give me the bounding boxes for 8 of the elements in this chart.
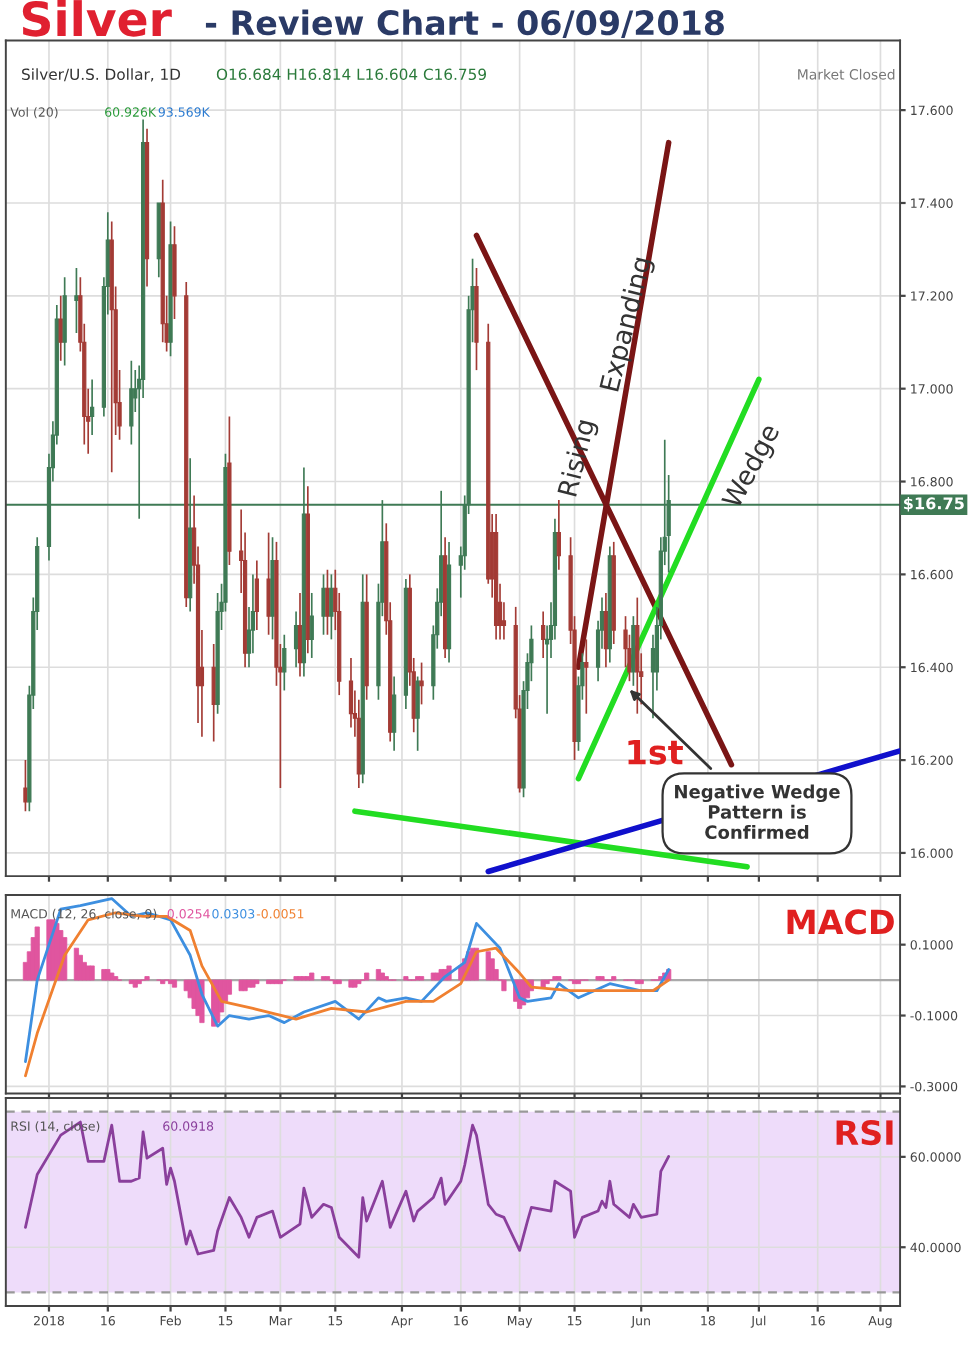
ref-line-label: $16.75 xyxy=(904,496,964,512)
annotation: 1st xyxy=(628,739,683,765)
annotation: Rising xyxy=(556,418,600,498)
annotation: Negative Wedge Pattern is Confirmed xyxy=(675,784,840,839)
annotation: MACD xyxy=(787,909,894,935)
annotation: RSI xyxy=(836,1119,893,1146)
chart-title: Silver xyxy=(22,0,172,37)
chart-subtitle: - Review Chart - 06/09/2018 xyxy=(205,9,724,38)
